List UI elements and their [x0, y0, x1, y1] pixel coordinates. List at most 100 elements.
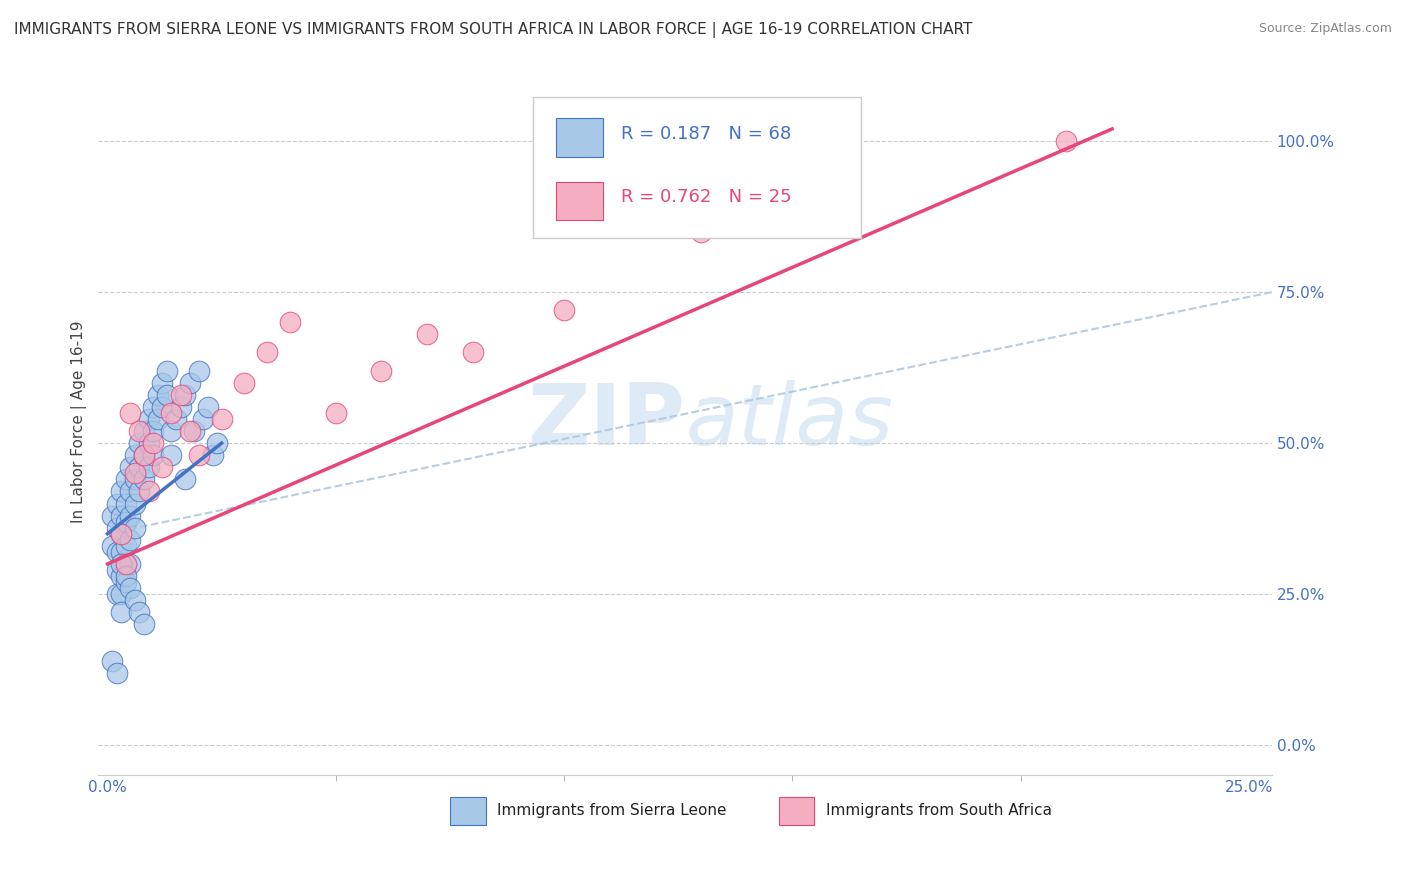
Point [114, 557, 136, 571]
Point [165, 412, 187, 426]
Point [325, 406, 347, 420]
Point [169, 400, 191, 414]
Text: atlas: atlas [685, 381, 893, 464]
Point [120, 581, 142, 595]
Point [101, 654, 124, 668]
Point [553, 303, 575, 318]
FancyBboxPatch shape [555, 182, 603, 220]
Point [461, 345, 484, 359]
Point [370, 363, 392, 377]
Text: Immigrants from South Africa: Immigrants from South Africa [825, 803, 1052, 818]
Point [174, 472, 197, 486]
Point [160, 406, 183, 420]
Point [110, 545, 132, 559]
Point [416, 327, 439, 342]
Point [179, 376, 201, 390]
Point [132, 448, 155, 462]
Text: R = 0.187   N = 68: R = 0.187 N = 68 [620, 125, 790, 143]
Point [193, 412, 215, 426]
Point [105, 587, 128, 601]
Point [110, 569, 132, 583]
Point [120, 406, 142, 420]
Point [114, 472, 136, 486]
Point [1054, 134, 1077, 148]
Text: Immigrants from Sierra Leone: Immigrants from Sierra Leone [498, 803, 727, 818]
Point [105, 496, 128, 510]
Point [124, 593, 146, 607]
Point [197, 400, 219, 414]
Point [138, 460, 160, 475]
Point [187, 363, 209, 377]
Point [150, 376, 173, 390]
Point [150, 400, 173, 414]
Point [169, 388, 191, 402]
Point [160, 448, 183, 462]
Point [205, 436, 228, 450]
Point [142, 400, 165, 414]
Point [105, 665, 128, 680]
Point [156, 388, 179, 402]
Point [124, 472, 146, 486]
Point [183, 424, 205, 438]
Point [278, 315, 301, 329]
FancyBboxPatch shape [533, 97, 860, 238]
Point [110, 605, 132, 619]
Point [114, 539, 136, 553]
Point [150, 460, 173, 475]
Point [142, 448, 165, 462]
Point [124, 496, 146, 510]
Point [120, 557, 142, 571]
Point [128, 605, 150, 619]
Point [124, 448, 146, 462]
Point [120, 460, 142, 475]
Point [110, 508, 132, 523]
Point [128, 484, 150, 499]
Point [128, 460, 150, 475]
Text: R = 0.762   N = 25: R = 0.762 N = 25 [620, 188, 792, 206]
Point [160, 424, 183, 438]
Point [110, 484, 132, 499]
Point [124, 467, 146, 481]
Point [146, 388, 169, 402]
Point [120, 533, 142, 547]
Point [142, 424, 165, 438]
Point [114, 575, 136, 590]
Point [156, 363, 179, 377]
Point [138, 412, 160, 426]
Point [114, 515, 136, 529]
Point [690, 225, 713, 239]
Point [105, 521, 128, 535]
Point [114, 557, 136, 571]
Point [179, 424, 201, 438]
Point [187, 448, 209, 462]
Point [101, 539, 124, 553]
FancyBboxPatch shape [779, 797, 814, 825]
Point [132, 617, 155, 632]
Text: Source: ZipAtlas.com: Source: ZipAtlas.com [1258, 22, 1392, 36]
Y-axis label: In Labor Force | Age 16-19: In Labor Force | Age 16-19 [72, 321, 87, 524]
FancyBboxPatch shape [555, 118, 603, 157]
Point [120, 484, 142, 499]
Point [233, 376, 256, 390]
FancyBboxPatch shape [450, 797, 485, 825]
Point [101, 508, 124, 523]
Point [124, 521, 146, 535]
Point [128, 436, 150, 450]
Point [174, 388, 197, 402]
Point [110, 526, 132, 541]
Point [256, 345, 278, 359]
Point [110, 587, 132, 601]
Point [132, 424, 155, 438]
Point [110, 557, 132, 571]
Point [201, 448, 224, 462]
Point [105, 545, 128, 559]
Point [132, 472, 155, 486]
Point [211, 412, 233, 426]
Point [132, 448, 155, 462]
Point [114, 569, 136, 583]
Point [138, 436, 160, 450]
Point [114, 496, 136, 510]
Text: IMMIGRANTS FROM SIERRA LEONE VS IMMIGRANTS FROM SOUTH AFRICA IN LABOR FORCE | AG: IMMIGRANTS FROM SIERRA LEONE VS IMMIGRAN… [14, 22, 973, 38]
Point [120, 508, 142, 523]
Point [138, 484, 160, 499]
